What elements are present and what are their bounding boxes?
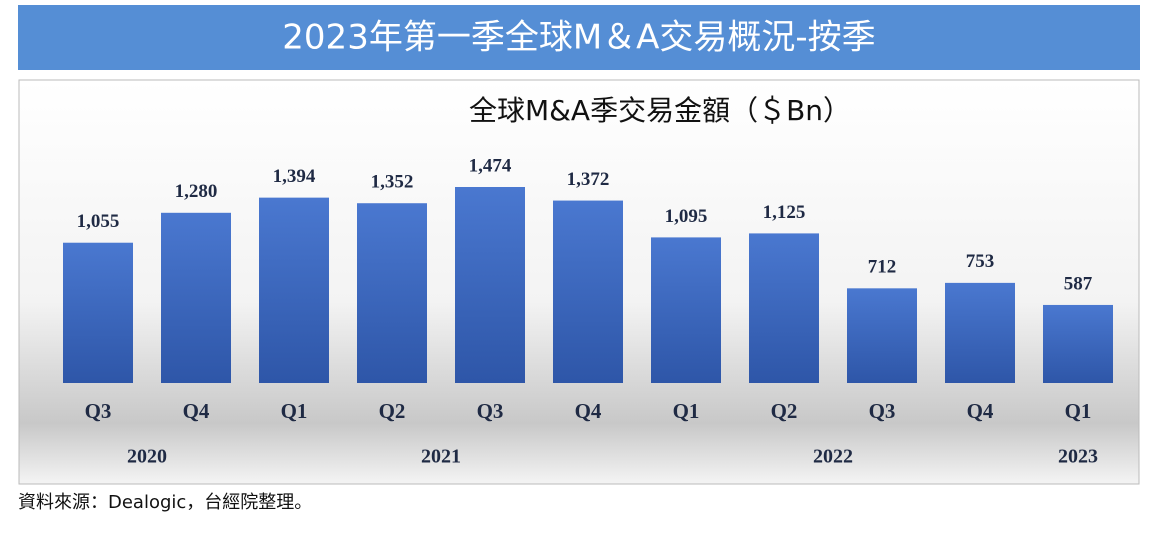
value-label: 1,055 — [77, 211, 120, 232]
x-tick-label: Q3 — [477, 399, 504, 423]
x-tick-label: Q1 — [281, 399, 308, 423]
value-label: 1,474 — [469, 155, 512, 176]
value-label: 1,095 — [665, 206, 708, 227]
value-label: 1,394 — [273, 166, 316, 187]
bar — [945, 282, 1015, 383]
bar — [749, 233, 819, 383]
x-tick-label: Q2 — [379, 399, 406, 423]
value-label: 1,352 — [371, 172, 414, 193]
bar — [1043, 304, 1113, 383]
value-label: 1,280 — [175, 181, 218, 202]
bar — [63, 242, 133, 383]
page-title: 2023年第一季全球M＆A交易概況-按季 — [282, 18, 875, 58]
chart-title: 全球M&A季交易金額（＄Bn） — [469, 94, 851, 127]
value-label: 712 — [868, 257, 897, 278]
source-note: 資料來源：Dealogic，台經院整理。 — [18, 492, 312, 513]
x-tick-label: Q4 — [967, 399, 994, 423]
bar — [455, 187, 525, 383]
bar — [259, 197, 329, 383]
header-banner — [18, 5, 1140, 70]
value-label: 587 — [1064, 273, 1093, 294]
plot: 1,055 Q3 1,280 Q4 1,394 Q1 1,352 Q2 1,474 Q3 1,372… — [63, 155, 1113, 468]
bar — [553, 200, 623, 383]
bar — [357, 203, 427, 383]
x-tick-label: Q3 — [869, 399, 896, 423]
year-label: 2020 — [127, 446, 167, 468]
x-tick-label: Q3 — [85, 399, 112, 423]
bar — [651, 237, 721, 383]
x-tick-label: Q1 — [1065, 399, 1092, 423]
value-label: 1,125 — [763, 202, 806, 223]
value-label: 1,372 — [567, 169, 610, 190]
x-tick-label: Q4 — [575, 399, 602, 423]
year-label: 2022 — [813, 446, 853, 468]
x-tick-label: Q4 — [183, 399, 210, 423]
year-label: 2023 — [1058, 446, 1098, 468]
x-tick-label: Q1 — [673, 399, 700, 423]
bar — [847, 288, 917, 383]
value-label: 753 — [966, 251, 995, 272]
x-tick-label: Q2 — [771, 399, 798, 423]
bar — [161, 212, 231, 383]
year-label: 2021 — [421, 446, 461, 468]
